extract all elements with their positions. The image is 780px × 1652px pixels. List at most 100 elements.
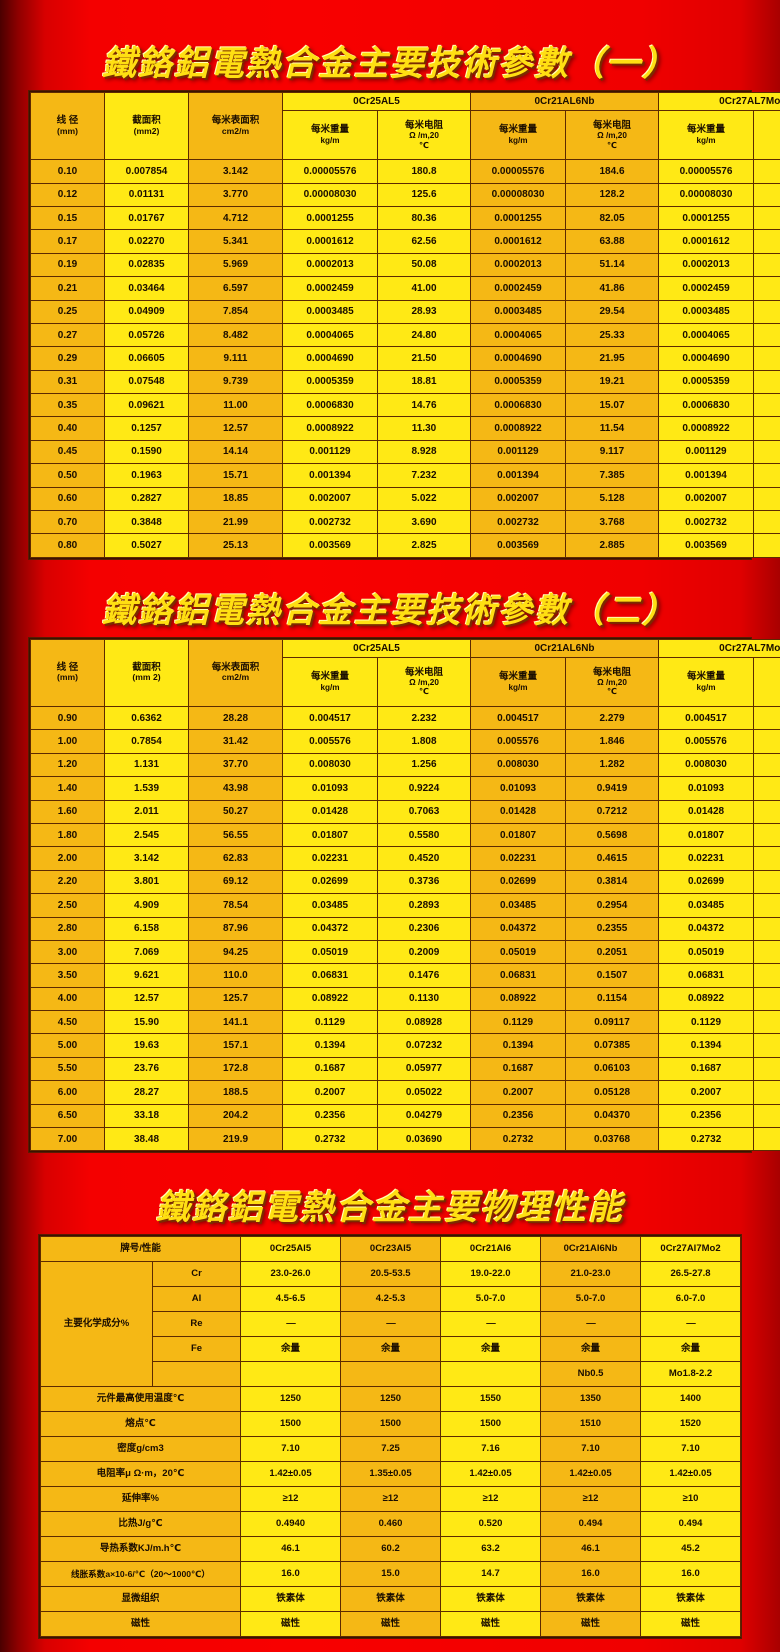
table-cell: 5.341 (189, 230, 283, 253)
table-cell: 2.885 (566, 534, 659, 557)
table-cell: 0.04909 (105, 300, 189, 323)
table-cell: Mo1.8-2.2 (641, 1362, 741, 1387)
table-cell: 0.3814 (566, 870, 659, 893)
table-cell: 0.01807 (659, 823, 754, 846)
table-cell: 15.0 (341, 1562, 441, 1587)
header2-resistance-2: 每米电阻 Ω /m,20 ℃ (566, 658, 659, 707)
table-cell: 20.27 (754, 370, 780, 393)
table-cell: 94.25 (189, 940, 283, 963)
cell-wire-diameter: 3.50 (31, 964, 105, 987)
header2-surface-area: 每米表面积 cm2/m (189, 639, 283, 706)
table-cell: 余量 (341, 1337, 441, 1362)
header2-weight-2-text: 每米重量 (499, 671, 537, 682)
table-cell: 0.03485 (471, 894, 566, 917)
header-resistance-1-unit2: ℃ (379, 141, 469, 150)
table-cell: 204.2 (189, 1104, 283, 1127)
table-cell: 0.460 (341, 1512, 441, 1537)
table-cell: 5.128 (566, 487, 659, 510)
table-cell: 0.003569 (471, 534, 566, 557)
table-cell: 0.0005359 (283, 370, 378, 393)
table-cell: 16.0 (641, 1562, 741, 1587)
table-cell: 0.2165 (754, 940, 780, 963)
table-cell: 0.4870 (754, 847, 780, 870)
table-cell: 0.01093 (659, 777, 754, 800)
header-alloy-0cr21al6nb: 0Cr21AL6Nb (471, 93, 659, 111)
table-cell: 0.3848 (105, 511, 189, 534)
table-cell: 铁素体 (541, 1587, 641, 1612)
table-cell: 0.08922 (659, 987, 754, 1010)
cell-wire-diameter: 7.00 (31, 1128, 105, 1151)
table-cell: 0.6362 (105, 707, 189, 730)
header2-resistance-2-unit2: ℃ (567, 687, 657, 696)
table-cell: 0.008030 (471, 753, 566, 776)
table-cell: 63.2 (441, 1537, 541, 1562)
table1-wrapper: 线 径 (mm) 截面积 (mm2) 每米表面积 cm2/m 0Cr25AL5 … (29, 91, 751, 559)
header2-area-unit: (mm 2) (106, 673, 187, 683)
table-cell: 38.48 (105, 1128, 189, 1151)
table-cell: 0.002007 (659, 487, 754, 510)
table-row: 延伸率%≥12≥12≥12≥12≥10 (41, 1487, 741, 1512)
header2-resistance-1-unit: Ω /m,20 (379, 678, 469, 687)
table-cell: 0.05019 (471, 940, 566, 963)
table-cell: 0.494 (641, 1512, 741, 1537)
table-cell: 0.1218 (754, 987, 780, 1010)
table-cell: 194.8 (754, 160, 780, 183)
table-cell: 14.76 (378, 394, 471, 417)
header-alloy-1: 0Cr25Al5 (241, 1237, 341, 1262)
table-cell: 21.0-23.0 (541, 1262, 641, 1287)
table-cell: 0.07385 (566, 1034, 659, 1057)
table-cell: 0.08922 (283, 987, 378, 1010)
table-cell: 2.011 (105, 800, 189, 823)
cell-wire-diameter: 0.25 (31, 300, 105, 323)
section2-title-band: 鐵鉻鋁電熱合金主要技術參數（二） (0, 573, 780, 638)
table-cell: 0.2007 (659, 1081, 754, 1104)
header-alloy-2: 0Cr23Al5 (341, 1237, 441, 1262)
table-cell: 0.1154 (566, 987, 659, 1010)
table-cell: 0.00005576 (283, 160, 378, 183)
table-cell: 46.1 (541, 1537, 641, 1562)
table-cell: 4.2-5.3 (341, 1287, 441, 1312)
table-cell: 0.001394 (283, 464, 378, 487)
cell-wire-diameter: 0.21 (31, 277, 105, 300)
table-cell: 0.4520 (378, 847, 471, 870)
table-cell: 25.13 (189, 534, 283, 557)
table-cell: 1400 (641, 1387, 741, 1412)
table-cell: 铁素体 (441, 1587, 541, 1612)
table-cell: 0.494 (541, 1512, 641, 1537)
header-area-unit: (mm2) (106, 127, 187, 137)
table-cell: 67.41 (754, 230, 780, 253)
table-cell: 0.06440 (754, 1057, 780, 1080)
header-resistance-2: 每米电阻 Ω /m,20 ℃ (566, 111, 659, 160)
table-cell: 80.36 (378, 206, 471, 229)
header2-resistance-3-unit2: ℃ (755, 687, 780, 696)
table-cell: 14.7 (441, 1562, 541, 1587)
table-cell: 184.6 (566, 160, 659, 183)
table-cell: — (341, 1312, 441, 1337)
header2-resistance-1: 每米电阻 Ω /m,20 ℃ (378, 658, 471, 707)
header2-weight-3-unit: kg/m (660, 683, 752, 692)
header2-alloy-0cr27al7mo2: 0Cr27AL7Mo2 (659, 639, 780, 657)
table-cell: 0.0002459 (659, 277, 754, 300)
header2-wire-diameter-unit: (mm) (32, 673, 103, 683)
table-cell: 3.044 (754, 534, 780, 557)
table-cell: 0.0002459 (283, 277, 378, 300)
cell-wire-diameter: 0.31 (31, 370, 105, 393)
table-cell: 0.004517 (283, 707, 378, 730)
table-cell: 11.30 (378, 417, 471, 440)
page-title-1: 鐵鉻鋁電熱合金主要技術參數（一） (102, 36, 678, 85)
cell-wire-diameter: 0.90 (31, 707, 105, 730)
cell-wire-diameter: 6.50 (31, 1104, 105, 1127)
table-cell: 0.00005576 (471, 160, 566, 183)
table-cell: 0.05128 (566, 1081, 659, 1104)
table-cell: 0.1963 (105, 464, 189, 487)
table-cell: 172.8 (189, 1057, 283, 1080)
